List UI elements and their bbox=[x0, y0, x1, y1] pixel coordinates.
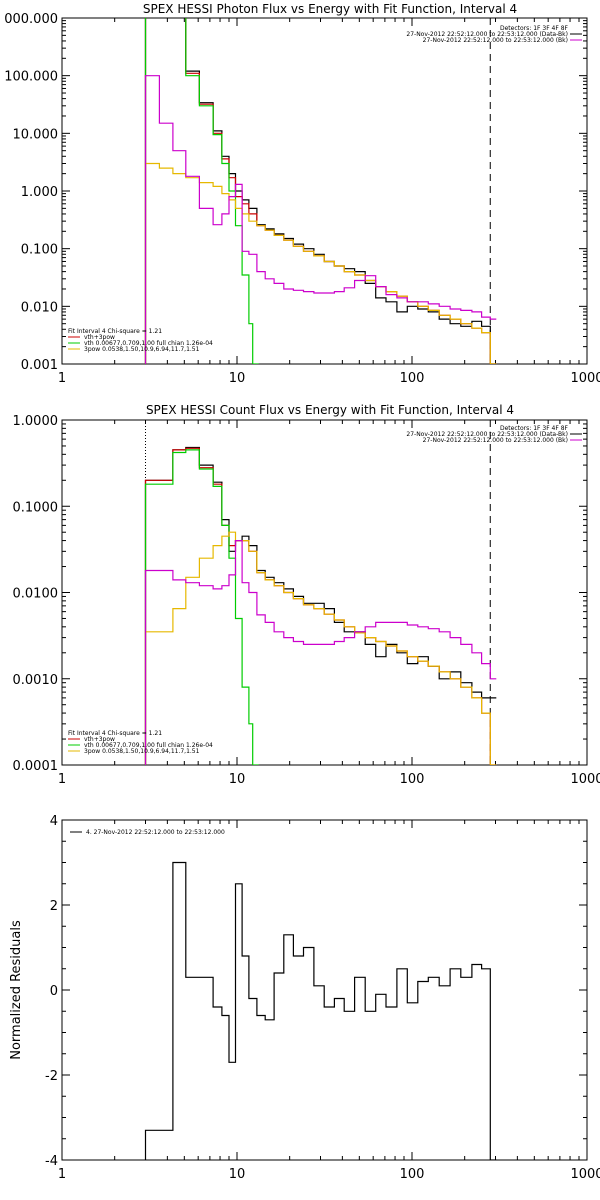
x-ticks: 1 10 100 1000 bbox=[58, 18, 600, 386]
x-ticks: 1 10 100 1000 bbox=[58, 420, 600, 787]
y-tick-label: 0.010 bbox=[21, 300, 58, 315]
series-line bbox=[144, 449, 259, 765]
x-tick-label: 1 bbox=[58, 371, 66, 386]
legend-header: Detectors: 1F 3F 4F 8F bbox=[500, 25, 569, 32]
chart-title: SPEX HESSI Photon Flux vs Energy with Fi… bbox=[143, 2, 517, 16]
series-line bbox=[144, 18, 497, 364]
series-line bbox=[144, 18, 497, 364]
count-flux-panel: SPEX HESSI Count Flux vs Energy with Fit… bbox=[13, 403, 600, 787]
legend-right: Detectors: 1F 3F 4F 8F 27-Nov-2012 22:52… bbox=[406, 425, 582, 444]
x-tick-label: 100 bbox=[400, 772, 425, 787]
y-tick-label: -4 bbox=[45, 1154, 58, 1169]
x-tick-label: 10 bbox=[229, 1167, 246, 1182]
series-line bbox=[144, 75, 497, 364]
series-line bbox=[144, 447, 497, 765]
chart-title: SPEX HESSI Count Flux vs Energy with Fit… bbox=[146, 403, 514, 417]
x-tick-label: 1 bbox=[58, 772, 66, 787]
legend-entry: 3pow 0.0538,1.50,10.9,6.94,11.7,1.51 bbox=[84, 346, 200, 353]
vertical-lines bbox=[144, 420, 491, 765]
y-ticks: 0.001 0.010 0.100 1.000 10.000 100.000 000.000 bbox=[4, 12, 587, 373]
legend-entry: vth 0.00677,0.709,1.00 full chian 1.26e-… bbox=[84, 742, 213, 749]
legend-entry: vth+3pow bbox=[84, 334, 115, 341]
y-axis-label: Normalized Residuals bbox=[9, 920, 24, 1060]
series-line bbox=[144, 162, 497, 364]
y-ticks: -4 -2 0 2 4 bbox=[45, 814, 587, 1169]
legend-left: Fit Interval 4 Chi-square = 1.21 vth+3po… bbox=[68, 730, 213, 755]
legend-header: Fit Interval 4 Chi-square = 1.21 bbox=[68, 730, 162, 737]
legend: 4. 27-Nov-2012 22:52:12.000 to 22:53:12.… bbox=[70, 829, 225, 836]
series-line bbox=[144, 531, 497, 765]
legend-entry: 27-Nov-2012 22:52:12.000 to 22:53:12.000… bbox=[406, 31, 568, 38]
legend-header: Fit Interval 4 Chi-square = 1.21 bbox=[68, 328, 162, 335]
y-tick-label: 0.100 bbox=[21, 243, 58, 258]
x-tick-label: 1000 bbox=[570, 772, 600, 787]
x-tick-label: 10 bbox=[229, 772, 246, 787]
y-tick-label: -2 bbox=[45, 1069, 58, 1084]
series-group bbox=[144, 446, 497, 765]
x-tick-label: 10 bbox=[229, 371, 246, 386]
y-tick-label: 2 bbox=[50, 899, 58, 914]
y-tick-label: 0.0100 bbox=[13, 587, 59, 602]
series-group bbox=[144, 18, 497, 364]
legend-left: Fit Interval 4 Chi-square = 1.21 vth+3po… bbox=[68, 328, 213, 353]
photon-flux-panel: SPEX HESSI Photon Flux vs Energy with Fi… bbox=[4, 2, 600, 386]
y-tick-label: 0.001 bbox=[21, 358, 58, 373]
legend-entry: 4. 27-Nov-2012 22:52:12.000 to 22:53:12.… bbox=[86, 829, 225, 836]
y-tick-label: 100.000 bbox=[4, 70, 58, 85]
x-ticks: 1 10 100 1000 bbox=[58, 820, 600, 1182]
legend-entry: 27-Nov-2012 22:52:12.000 to 22:53:12.000… bbox=[423, 37, 568, 44]
x-tick-label: 100 bbox=[400, 1167, 425, 1182]
plot-frame bbox=[61, 17, 588, 365]
x-tick-label: 1000 bbox=[570, 371, 600, 386]
series-line bbox=[144, 18, 259, 364]
series-line bbox=[144, 540, 497, 765]
y-tick-label: 1.000 bbox=[21, 185, 58, 200]
y-tick-label: 000.000 bbox=[4, 12, 58, 27]
legend-right: Detectors: 1F 3F 4F 8F 27-Nov-2012 22:52… bbox=[406, 25, 582, 44]
series-line bbox=[144, 446, 497, 765]
legend-entry: 27-Nov-2012 22:52:12.000 to 22:53:12.000… bbox=[406, 431, 568, 438]
y-tick-label: 10.000 bbox=[13, 127, 59, 142]
plot-frame bbox=[61, 419, 588, 766]
y-tick-label: 1.0000 bbox=[13, 414, 59, 429]
y-tick-label: 4 bbox=[50, 814, 58, 829]
series-group bbox=[144, 861, 497, 1160]
series-line bbox=[144, 861, 497, 1160]
legend-entry: 3pow 0.0538,1.50,10.9,6.94,11.7,1.51 bbox=[84, 748, 200, 755]
x-tick-label: 1 bbox=[58, 1167, 66, 1182]
legend-header: Detectors: 1F 3F 4F 8F bbox=[500, 425, 569, 432]
legend-entry: 27-Nov-2012 22:52:12.000 to 22:53:12.000… bbox=[423, 437, 568, 444]
y-tick-label: 0 bbox=[50, 984, 58, 999]
x-tick-label: 100 bbox=[400, 371, 425, 386]
y-tick-label: 0.0001 bbox=[13, 759, 59, 774]
y-ticks: 0.0001 0.0010 0.0100 0.1000 1.0000 bbox=[13, 414, 587, 774]
x-tick-label: 1000 bbox=[570, 1167, 600, 1182]
legend-entry: vth 0.00677,0.709,1.00 full chian 1.26e-… bbox=[84, 340, 213, 347]
legend-entry: vth+3pow bbox=[84, 736, 115, 743]
y-tick-label: 0.0010 bbox=[13, 673, 59, 688]
y-tick-label: 0.1000 bbox=[13, 500, 59, 515]
